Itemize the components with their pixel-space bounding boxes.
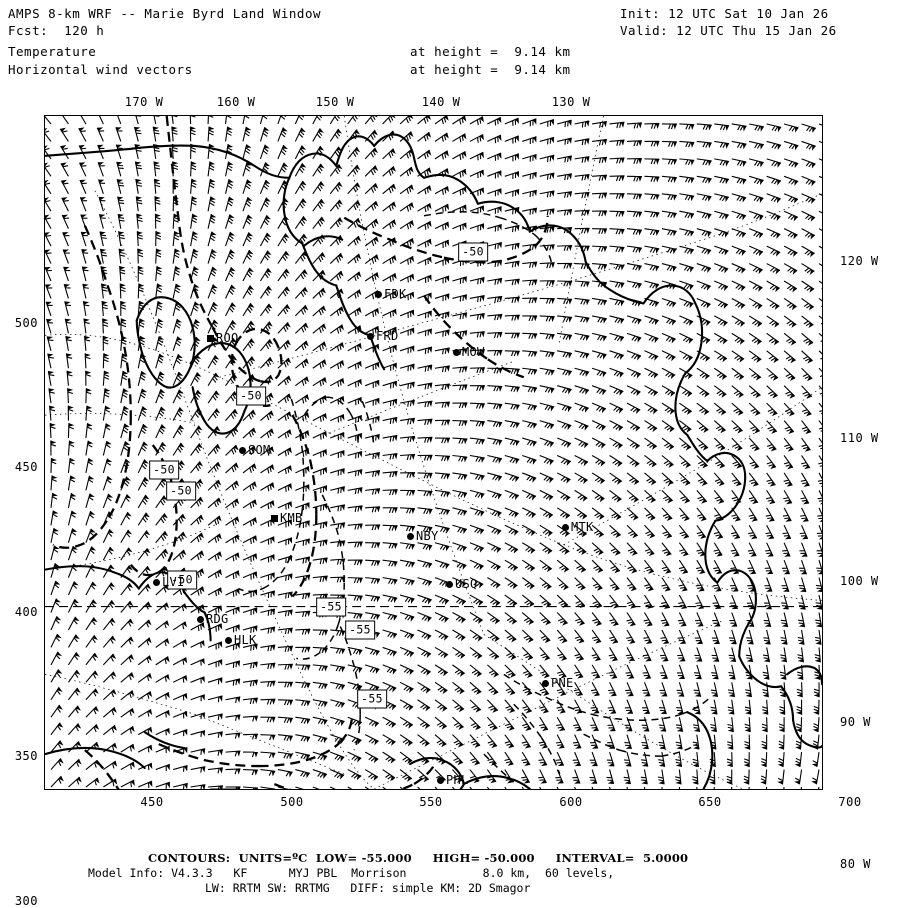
station-marker-icon — [197, 616, 204, 623]
station-marker-icon — [437, 777, 444, 784]
station-marker-icon — [542, 680, 549, 687]
valid-time: Valid: 12 UTC Thu 15 Jan 26 — [620, 23, 837, 38]
station-marker-icon — [375, 291, 382, 298]
station-marker-icon — [407, 533, 414, 540]
station-marker-icon — [271, 515, 278, 522]
contour-value-label: -55 — [316, 597, 346, 617]
station-label: SOM — [248, 443, 271, 457]
axis-top-tick: 160 W — [216, 95, 256, 109]
axis-left-tick: 400 — [14, 605, 38, 619]
axis-left-tick: 500 — [14, 316, 38, 330]
station-marker-icon — [207, 335, 214, 342]
axis-top-tick: 150 W — [315, 95, 355, 109]
station-marker-icon — [239, 447, 246, 454]
station-label: PNE — [551, 676, 574, 690]
axis-top-tick: 170 W — [124, 95, 164, 109]
axis-top-tick: 140 W — [421, 95, 461, 109]
contour-value-label: -50 — [167, 570, 197, 590]
axis-bottom-tick: 500 — [280, 795, 304, 809]
axis-bottom-tick: 600 — [559, 795, 583, 809]
station-label: NBY — [416, 529, 439, 543]
station-marker-icon — [446, 581, 453, 588]
station-marker-icon — [367, 333, 374, 340]
station-label: MTK — [571, 520, 594, 534]
map-graphics — [45, 116, 822, 789]
axis-right-tick: 80 W — [840, 857, 871, 871]
axis-right-tick: 100 W — [840, 574, 879, 588]
figure-title: AMPS 8-km WRF -- Marie Byrd Land Window — [8, 6, 321, 21]
station-label: FRD — [376, 329, 399, 343]
contour-value-label: -50 — [210, 788, 240, 789]
station-label: FDK — [384, 287, 407, 301]
forecast-hour: Fcst: 120 h — [8, 23, 105, 38]
contour-value-label: -50 — [236, 386, 266, 406]
station-marker-icon — [153, 579, 160, 586]
station-marker-icon — [225, 637, 232, 644]
model-info: Model Info: V4.3.3 KF MYJ PBL Morrison 8… — [88, 866, 615, 880]
contour-value-label: -50 — [458, 242, 488, 262]
height-label-temperature: at height = 9.14 km — [410, 44, 571, 59]
contour-value-label: -50 — [149, 460, 179, 480]
axis-right-tick: 110 W — [840, 431, 879, 445]
axis-right-tick: 90 W — [840, 715, 871, 729]
axis-bottom-tick: 650 — [698, 795, 722, 809]
station-label: LVI — [162, 575, 185, 589]
map-plot-area: -50-50-50-50-50-55-55-55-50-55-50-55-55 … — [44, 115, 823, 790]
axis-left-tick: 450 — [14, 460, 38, 474]
station-marker-icon — [562, 524, 569, 531]
station-label: ROO — [216, 331, 239, 345]
axis-left-tick: 350 — [14, 749, 38, 763]
axis-left-tick: 300 — [14, 894, 38, 908]
contour-info: CONTOURS: UNITS=ºC LOW= -55.000 HIGH= -5… — [148, 851, 689, 865]
station-label: USQ — [455, 577, 478, 591]
contour-value-label: -55 — [357, 689, 387, 709]
wind-barb-field — [45, 116, 822, 789]
station-label: HLK — [234, 633, 257, 647]
station-label: PHL — [446, 773, 469, 787]
axis-bottom-tick: 700 — [838, 795, 862, 809]
height-label-wind: at height = 9.14 km — [410, 62, 571, 77]
contour-neg50 — [52, 116, 549, 789]
axis-bottom-tick: 450 — [140, 795, 164, 809]
axis-bottom-tick: 550 — [419, 795, 443, 809]
station-marker-icon — [453, 349, 460, 356]
contour-value-label: -50 — [166, 481, 196, 501]
axis-top-tick: 130 W — [551, 95, 591, 109]
init-time: Init: 12 UTC Sat 10 Jan 26 — [620, 6, 829, 21]
station-label: KMB — [280, 511, 303, 525]
station-label: RDG — [206, 612, 229, 626]
graticule — [45, 116, 822, 789]
axis-right-tick: 120 W — [840, 254, 879, 268]
station-label: MOW — [462, 345, 485, 359]
contour-value-label: -55 — [345, 620, 375, 640]
field-label-temperature: Temperature — [8, 44, 97, 59]
physics-info: LW: RRTM SW: RRTMG DIFF: simple KM: 2D S… — [205, 881, 531, 895]
field-label-wind: Horizontal wind vectors — [8, 62, 193, 77]
